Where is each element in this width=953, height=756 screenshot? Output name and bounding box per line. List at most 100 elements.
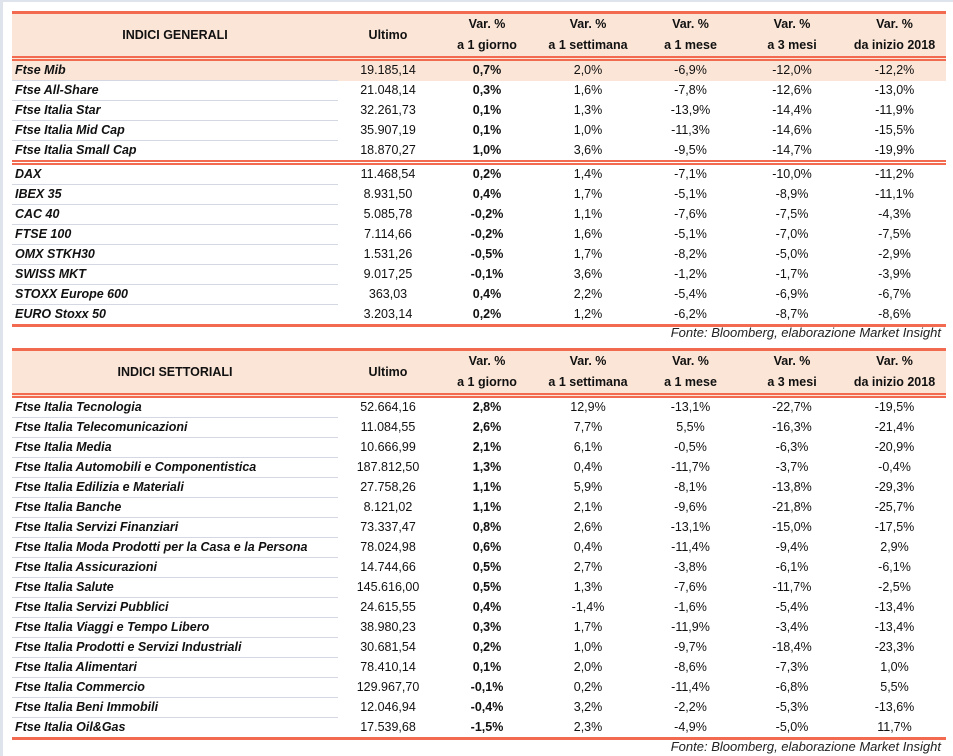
var-3-months: -14,6% bbox=[772, 123, 812, 137]
var-ytd: -2,9% bbox=[878, 247, 911, 261]
table-row: EURO Stoxx 50 3.203,14 0,2% 1,2% -6,2% -8,7% -… bbox=[12, 304, 946, 327]
var-1-month: -6,2% bbox=[640, 304, 741, 327]
var-1-week: 0,4% bbox=[573, 540, 603, 554]
var-1-week: 2,2% bbox=[573, 287, 603, 301]
var-3-months: -7,5% bbox=[775, 207, 809, 221]
header-line: a 1 mese bbox=[664, 375, 717, 389]
var-ytd: -0,4% bbox=[878, 460, 911, 474]
table-row: Ftse Italia Salute 145.616,00 0,5% 1,3% -7,6… bbox=[12, 577, 946, 598]
table-body: Ftse Mib 19.185,14 0,7% 2,0% -6,9% -12,0% -12,… bbox=[12, 58, 946, 327]
var-ytd: 1,0% bbox=[880, 660, 909, 674]
var-ytd: -21,4% bbox=[874, 420, 915, 434]
var-1-week: 1,6% bbox=[573, 227, 603, 241]
var-1-day: -0,1% bbox=[470, 680, 504, 694]
header-line: Var. % bbox=[468, 17, 506, 31]
var-1-month: -7,6% bbox=[674, 207, 707, 221]
var-1-day: 0,6% bbox=[472, 540, 502, 554]
last-value: 1.531,26 bbox=[363, 247, 413, 261]
var-1-week: 3,6% bbox=[573, 267, 603, 281]
var-ytd: 11,7% bbox=[843, 717, 946, 740]
header-row: INDICI GENERALI Ultimo Var. % a 1 giorno … bbox=[12, 11, 946, 61]
var-ytd: -20,9% bbox=[874, 440, 915, 454]
var-ytd: -29,3% bbox=[874, 480, 915, 494]
var-1-day: -0,4% bbox=[470, 700, 504, 714]
var-1-month: -11,4% bbox=[671, 680, 710, 694]
header-line: a 1 settimana bbox=[548, 375, 628, 389]
table-row: Ftse Italia Telecomunicazioni 11.084,55 2,… bbox=[12, 417, 946, 438]
var-1-day: -1,5% bbox=[438, 717, 536, 740]
table-row: DAX 11.468,54 0,2% 1,4% -7,1% -10,0% -11,2% bbox=[12, 162, 946, 185]
last-value: 73.337,47 bbox=[360, 520, 416, 534]
sector-indices-table: INDICI SETTORIALI Ultimo Var. % a 1 giorn… bbox=[12, 348, 946, 740]
table-row: Ftse Italia Beni Immobili 12.046,94 -0,4% 3… bbox=[12, 697, 946, 718]
var-3-months: -6,3% bbox=[775, 440, 809, 454]
header-line: a 3 mesi bbox=[767, 375, 817, 389]
var-ytd: -17,5% bbox=[874, 520, 915, 534]
var-1-month: -5,1% bbox=[674, 187, 707, 201]
var-1-week: 12,9% bbox=[570, 400, 606, 415]
header-line: a 1 giorno bbox=[457, 375, 517, 389]
table-row: FTSE 100 7.114,66 -0,2% 1,6% -5,1% -7,0% -7,5% bbox=[12, 224, 946, 245]
var-3-months: -7,0% bbox=[775, 227, 809, 241]
var-1-week: 2,7% bbox=[573, 560, 603, 574]
var-1-month: -11,4% bbox=[671, 540, 710, 554]
var-ytd: -11,2% bbox=[875, 167, 914, 182]
index-name: STOXX Europe 600 bbox=[12, 284, 338, 305]
var-1-week: 0,2% bbox=[573, 680, 603, 694]
var-ytd: -23,3% bbox=[874, 640, 915, 654]
var-1-day: 0,1% bbox=[472, 660, 502, 674]
var-ytd: -11,9% bbox=[875, 103, 914, 117]
last-value: 17.539,68 bbox=[338, 717, 438, 740]
var-ytd: -6,7% bbox=[878, 287, 911, 301]
header-line: Var. % bbox=[876, 17, 913, 31]
var-3-months: -12,0% bbox=[741, 58, 843, 81]
var-1-month: -2,2% bbox=[674, 700, 707, 714]
header-line: Var. % bbox=[569, 17, 607, 31]
table-body: Ftse Italia Tecnologia 52.664,16 2,8% 12,9%… bbox=[12, 395, 946, 740]
header-line: Var. % bbox=[569, 354, 607, 368]
header-last: Ultimo bbox=[338, 348, 438, 398]
var-ytd: 5,5% bbox=[880, 680, 909, 694]
var-1-day: 0,7% bbox=[438, 58, 536, 81]
var-1-week: 1,3% bbox=[573, 580, 603, 594]
table-row: OMX STKH30 1.531,26 -0,5% 1,7% -8,2% -5,0% -2,… bbox=[12, 244, 946, 265]
index-name: Ftse All-Share bbox=[12, 80, 338, 101]
var-3-months: -14,4% bbox=[772, 103, 812, 117]
last-value: 129.967,70 bbox=[356, 680, 420, 694]
var-1-day: 0,2% bbox=[472, 167, 502, 182]
table-row: Ftse Italia Viaggi e Tempo Libero 38.980,… bbox=[12, 617, 946, 638]
var-1-day: 0,5% bbox=[472, 560, 502, 574]
var-1-week: 2,0% bbox=[573, 660, 603, 674]
index-name: Ftse Italia Salute bbox=[12, 577, 338, 598]
var-3-months: -3,7% bbox=[775, 460, 809, 474]
var-1-day: 0,4% bbox=[472, 287, 502, 301]
index-name: Ftse Italia Automobili e Componentistica bbox=[12, 457, 338, 478]
var-3-months: -11,7% bbox=[772, 580, 812, 594]
var-1-day: 0,3% bbox=[472, 83, 502, 97]
index-name: Ftse Mib bbox=[12, 58, 338, 81]
var-1-month: -5,1% bbox=[674, 227, 707, 241]
header-var-ytd: Var. % da inizio 2018 bbox=[843, 11, 946, 61]
header-line: Var. % bbox=[773, 17, 811, 31]
index-name: FTSE 100 bbox=[12, 224, 338, 245]
var-1-month: -11,3% bbox=[671, 123, 710, 137]
last-value: 30.681,54 bbox=[360, 640, 416, 654]
var-1-month: -6,9% bbox=[640, 58, 741, 81]
var-3-months: -6,8% bbox=[775, 680, 809, 694]
header-var-ytd: Var. % da inizio 2018 bbox=[843, 348, 946, 398]
index-name: OMX STKH30 bbox=[12, 244, 338, 265]
var-1-month: -13,1% bbox=[670, 400, 711, 415]
header-line: Var. % bbox=[468, 354, 506, 368]
last-value: 27.758,26 bbox=[360, 480, 416, 494]
index-name: DAX bbox=[12, 162, 338, 185]
table-row: Ftse Italia Prodotti e Servizi Industria… bbox=[12, 637, 946, 658]
var-1-month: 5,5% bbox=[676, 420, 705, 434]
table-row: Ftse Mib 19.185,14 0,7% 2,0% -6,9% -12,0% -12,… bbox=[12, 58, 946, 81]
index-name: Ftse Italia Tecnologia bbox=[12, 395, 338, 418]
var-1-day: -0,2% bbox=[470, 227, 504, 241]
index-name: IBEX 35 bbox=[12, 184, 338, 205]
var-1-month: -13,9% bbox=[670, 103, 711, 117]
var-1-month: -7,6% bbox=[674, 580, 707, 594]
header-line: a 1 mese bbox=[664, 38, 717, 52]
header-var-1w: Var. % a 1 settimana bbox=[536, 11, 640, 61]
